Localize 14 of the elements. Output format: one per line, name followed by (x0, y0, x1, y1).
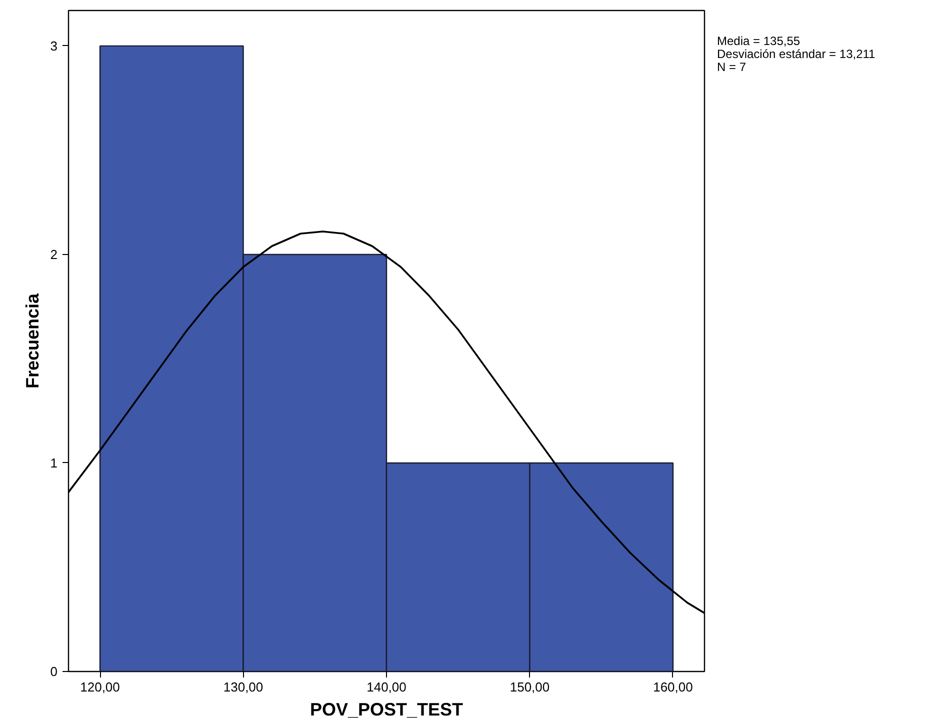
x-tick-label: 120,00 (80, 680, 120, 694)
y-tick-label: 0 (50, 664, 58, 679)
x-axis-title: POV_POST_TEST (310, 700, 464, 720)
x-tick-label: 150,00 (510, 680, 550, 694)
y-tick-label: 3 (50, 38, 58, 54)
y-axis-title: Frecuencia (22, 292, 42, 389)
x-tick-label: 140,00 (366, 680, 406, 694)
text: Desviación estándar = 13,211 (717, 47, 876, 61)
text: N = 7 (717, 60, 746, 74)
x-tick-label: 130,00 (223, 680, 264, 694)
y-tick-label: 2 (50, 246, 58, 262)
text: Media = 135,55 (717, 34, 800, 48)
x-tick-label: 160,00 (653, 680, 693, 694)
y-tick-label: 1 (50, 455, 58, 470)
